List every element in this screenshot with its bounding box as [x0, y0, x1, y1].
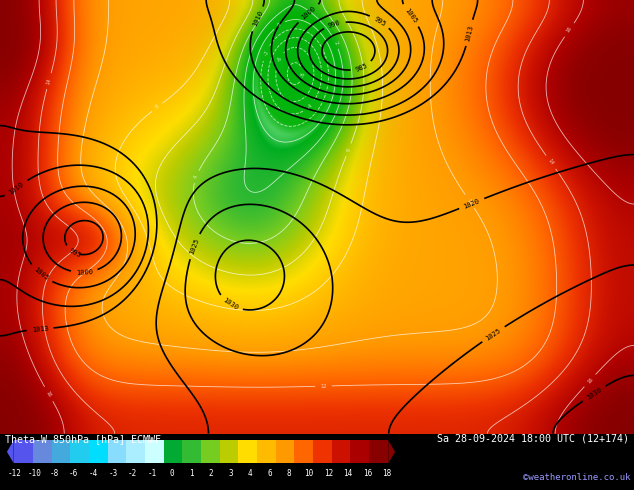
Text: 990: 990 [328, 20, 342, 29]
Text: 16: 16 [45, 390, 53, 398]
Bar [164, 441, 183, 463]
Text: 1013: 1013 [31, 325, 49, 333]
Text: 14: 14 [343, 468, 353, 478]
Text: -1: -1 [147, 468, 157, 478]
Text: 1030: 1030 [585, 386, 603, 401]
FancyArrow shape [7, 441, 14, 463]
Text: 985: 985 [354, 62, 368, 73]
Text: 6: 6 [346, 147, 351, 152]
Bar [201, 441, 219, 463]
Bar [219, 441, 238, 463]
Text: 995: 995 [68, 247, 82, 258]
Bar [257, 441, 276, 463]
Bar [126, 441, 145, 463]
Text: -2: -2 [262, 49, 269, 57]
Text: 3: 3 [228, 468, 233, 478]
Bar [70, 441, 89, 463]
Text: 16: 16 [566, 26, 573, 34]
Text: -4: -4 [306, 102, 313, 110]
Text: 1005: 1005 [32, 267, 49, 282]
Bar [108, 441, 126, 463]
Bar [33, 441, 52, 463]
Text: 1: 1 [189, 468, 193, 478]
Text: 0: 0 [169, 468, 174, 478]
Text: 14: 14 [46, 77, 52, 85]
Text: -6: -6 [69, 468, 78, 478]
Text: 4: 4 [193, 174, 199, 179]
Text: 10: 10 [304, 468, 313, 478]
Text: 1013: 1013 [465, 24, 474, 42]
Text: 1010: 1010 [8, 181, 25, 196]
Text: 1010: 1010 [251, 10, 264, 28]
Text: -6: -6 [276, 56, 283, 64]
Text: 4: 4 [248, 468, 252, 478]
Text: Sa 28-09-2024 18:00 UTC (12+174): Sa 28-09-2024 18:00 UTC (12+174) [437, 434, 629, 444]
Text: 1005: 1005 [403, 7, 418, 24]
Text: 1030: 1030 [222, 297, 239, 312]
Text: 14: 14 [547, 158, 555, 166]
Text: -2: -2 [128, 468, 137, 478]
Bar [350, 441, 369, 463]
Text: -8: -8 [300, 71, 305, 77]
Bar [145, 441, 164, 463]
Bar [89, 441, 108, 463]
Text: 18: 18 [382, 468, 392, 478]
Text: 10: 10 [466, 197, 474, 205]
Text: 1020: 1020 [463, 197, 481, 210]
Text: 1000: 1000 [75, 269, 93, 276]
Text: -10: -10 [27, 468, 41, 478]
Text: -12: -12 [8, 468, 22, 478]
Bar [52, 441, 70, 463]
Text: 1025: 1025 [188, 237, 200, 255]
Bar [15, 441, 33, 463]
Text: ©weatheronline.co.uk: ©weatheronline.co.uk [523, 473, 631, 482]
Text: -8: -8 [49, 468, 59, 478]
Text: 1000: 1000 [300, 5, 317, 21]
FancyArrow shape [388, 441, 395, 463]
Bar [369, 441, 387, 463]
Bar [294, 441, 313, 463]
Bar [276, 441, 294, 463]
Text: 12: 12 [320, 384, 327, 389]
Text: 12: 12 [324, 468, 333, 478]
Bar [238, 441, 257, 463]
Text: -3: -3 [108, 468, 117, 478]
Text: Theta-W 850hPa [hPa] ECMWF: Theta-W 850hPa [hPa] ECMWF [5, 434, 161, 444]
Text: 0: 0 [276, 22, 282, 28]
Bar [183, 441, 201, 463]
Text: 16: 16 [586, 376, 594, 385]
Text: 8: 8 [155, 104, 160, 110]
Text: 995: 995 [373, 15, 387, 27]
Text: 2: 2 [209, 468, 213, 478]
Text: 6: 6 [268, 468, 272, 478]
Text: 2: 2 [333, 40, 339, 45]
Bar [313, 441, 332, 463]
Text: -4: -4 [89, 468, 98, 478]
Text: 8: 8 [287, 468, 292, 478]
Text: 1025: 1025 [485, 327, 502, 342]
Text: 16: 16 [363, 468, 372, 478]
Bar [332, 441, 350, 463]
